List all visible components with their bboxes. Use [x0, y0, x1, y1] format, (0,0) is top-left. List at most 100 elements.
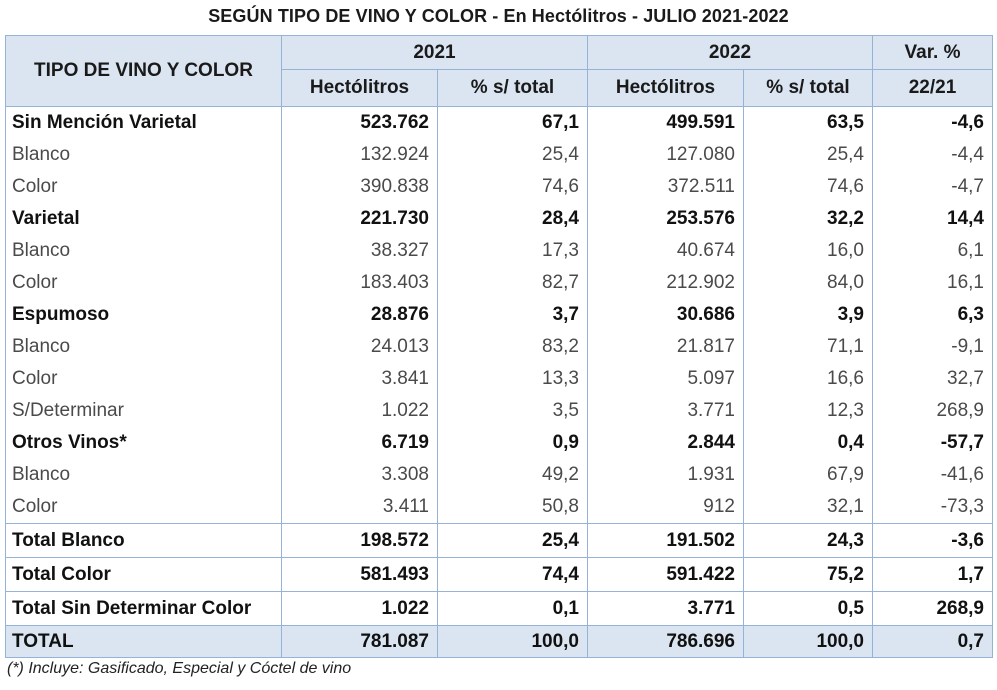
pct-2022: 84,0: [743, 267, 873, 299]
footnote: (*) Incluye: Gasificado, Especial y Cóct…: [7, 660, 352, 677]
hectolitros-2022: 3.771: [587, 395, 744, 427]
hectolitros-2021: 1.022: [281, 395, 438, 427]
row-label: Color: [5, 267, 282, 299]
hectolitros-2021: 183.403: [281, 267, 438, 299]
pct-2022: 25,4: [743, 139, 873, 171]
table-row: Color 3.841 13,3 5.097 16,6 32,7: [5, 363, 993, 395]
hectolitros-2022: 212.902: [587, 267, 744, 299]
hectolitros-2021: 6.719: [281, 427, 438, 459]
hectolitros-2021: 581.493: [281, 557, 438, 592]
pct-2021: 83,2: [437, 331, 588, 363]
hectolitros-2021: 781.087: [281, 625, 438, 658]
var-pct: 1,7: [872, 557, 993, 592]
hectolitros-2021: 132.924: [281, 139, 438, 171]
var-pct: -41,6: [872, 459, 993, 491]
hectolitros-2022: 127.080: [587, 139, 744, 171]
row-label: Color: [5, 363, 282, 395]
hectolitros-2022: 191.502: [587, 523, 744, 558]
pct-2021: 0,1: [437, 591, 588, 626]
row-label: Total Blanco: [5, 523, 282, 558]
row-label: Blanco: [5, 139, 282, 171]
header-year-2022: 2022: [587, 35, 873, 70]
table-row: S/Determinar 1.022 3,5 3.771 12,3 268,9: [5, 395, 993, 427]
row-label: Total Color: [5, 557, 282, 592]
pct-2021: 3,5: [437, 395, 588, 427]
pct-2022: 16,0: [743, 235, 873, 267]
table-title: SEGÚN TIPO DE VINO Y COLOR - En Hectólit…: [208, 6, 789, 26]
var-pct: -9,1: [872, 331, 993, 363]
row-label: TOTAL: [5, 625, 282, 658]
hectolitros-2022: 786.696: [587, 625, 744, 658]
table-row: Blanco 3.308 49,2 1.931 67,9 -41,6: [5, 459, 993, 491]
table-row: Blanco 132.924 25,4 127.080 25,4 -4,4: [5, 139, 993, 171]
table-row: Varietal 221.730 28,4 253.576 32,2 14,4: [5, 203, 993, 235]
hectolitros-2021: 221.730: [281, 203, 438, 235]
header-pct-2021: % s/ total: [437, 69, 588, 107]
var-pct: -3,6: [872, 523, 993, 558]
pct-2021: 13,3: [437, 363, 588, 395]
pct-2022: 100,0: [743, 625, 873, 658]
pct-2021: 25,4: [437, 523, 588, 558]
header-hectolitros-2021: Hectólitros: [281, 69, 438, 107]
header-year-2021: 2021: [281, 35, 588, 70]
table-row: Blanco 24.013 83,2 21.817 71,1 -9,1: [5, 331, 993, 363]
header-pct-2022: % s/ total: [743, 69, 873, 107]
hectolitros-2022: 2.844: [587, 427, 744, 459]
row-label: Blanco: [5, 235, 282, 267]
pct-2022: 24,3: [743, 523, 873, 558]
hectolitros-2022: 591.422: [587, 557, 744, 592]
hectolitros-2022: 3.771: [587, 591, 744, 626]
grand-total-row: TOTAL 781.087 100,0 786.696 100,0 0,7: [5, 625, 993, 658]
total-row: Total Color 581.493 74,4 591.422 75,2 1,…: [5, 557, 993, 592]
row-label: Total Sin Determinar Color: [5, 591, 282, 626]
row-label: Color: [5, 171, 282, 203]
var-pct: 268,9: [872, 395, 993, 427]
total-row: Total Blanco 198.572 25,4 191.502 24,3 -…: [5, 523, 993, 558]
table-row: Color 183.403 82,7 212.902 84,0 16,1: [5, 267, 993, 299]
var-pct: 6,3: [872, 299, 993, 331]
header-tipo: TIPO DE VINO Y COLOR: [5, 35, 282, 107]
wine-volume-table: TIPO DE VINO Y COLOR 2021 2022 Var. % He…: [5, 35, 993, 658]
hectolitros-2022: 253.576: [587, 203, 744, 235]
hectolitros-2021: 390.838: [281, 171, 438, 203]
pct-2021: 74,6: [437, 171, 588, 203]
table-row: Blanco 38.327 17,3 40.674 16,0 6,1: [5, 235, 993, 267]
hectolitros-2022: 372.511: [587, 171, 744, 203]
var-pct: -73,3: [872, 491, 993, 524]
var-pct: -4,6: [872, 106, 993, 139]
hectolitros-2022: 499.591: [587, 106, 744, 139]
pct-2022: 71,1: [743, 331, 873, 363]
row-label: Sin Mención Varietal: [5, 106, 282, 139]
var-pct: -57,7: [872, 427, 993, 459]
table-row: Color 3.411 50,8 912 32,1 -73,3: [5, 491, 993, 524]
hectolitros-2021: 24.013: [281, 331, 438, 363]
table-row: Sin Mención Varietal 523.762 67,1 499.59…: [5, 106, 993, 139]
pct-2022: 63,5: [743, 106, 873, 139]
hectolitros-2022: 30.686: [587, 299, 744, 331]
hectolitros-2021: 3.411: [281, 491, 438, 524]
row-label: S/Determinar: [5, 395, 282, 427]
var-pct: 6,1: [872, 235, 993, 267]
var-pct: 32,7: [872, 363, 993, 395]
hectolitros-2021: 198.572: [281, 523, 438, 558]
hectolitros-2022: 912: [587, 491, 744, 524]
table-row: Otros Vinos* 6.719 0,9 2.844 0,4 -57,7: [5, 427, 993, 459]
pct-2022: 32,2: [743, 203, 873, 235]
row-label: Otros Vinos*: [5, 427, 282, 459]
hectolitros-2021: 3.841: [281, 363, 438, 395]
var-pct: 16,1: [872, 267, 993, 299]
row-label: Espumoso: [5, 299, 282, 331]
pct-2021: 100,0: [437, 625, 588, 658]
row-label: Color: [5, 491, 282, 524]
row-label: Blanco: [5, 331, 282, 363]
pct-2022: 67,9: [743, 459, 873, 491]
pct-2022: 0,4: [743, 427, 873, 459]
var-pct: 268,9: [872, 591, 993, 626]
total-row: Total Sin Determinar Color 1.022 0,1 3.7…: [5, 591, 993, 626]
pct-2022: 3,9: [743, 299, 873, 331]
pct-2022: 32,1: [743, 491, 873, 524]
pct-2022: 16,6: [743, 363, 873, 395]
hectolitros-2021: 3.308: [281, 459, 438, 491]
hectolitros-2022: 21.817: [587, 331, 744, 363]
var-pct: 14,4: [872, 203, 993, 235]
